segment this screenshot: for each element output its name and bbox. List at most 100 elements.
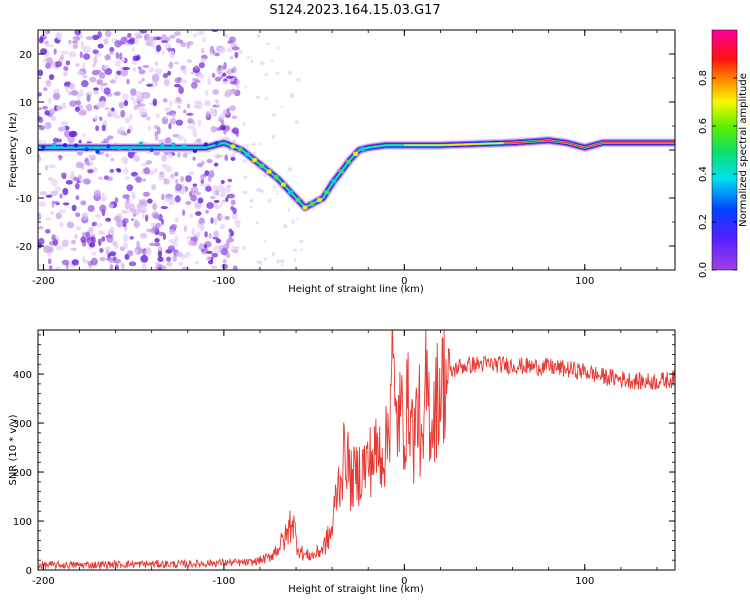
noise-blob [232, 66, 237, 74]
noise-blob [214, 205, 221, 210]
snr-y-label: SNR (10 * v/v) [8, 414, 19, 485]
noise-blob [227, 178, 233, 183]
ridge-knot [266, 169, 272, 174]
noise-blob [242, 245, 246, 250]
noise-blob [161, 193, 165, 201]
noise-blob [226, 47, 233, 52]
noise-blob [168, 201, 174, 206]
noise-blob [60, 172, 67, 179]
noise-blob [138, 103, 146, 107]
noise-blob [131, 191, 136, 200]
noise-blob [225, 252, 231, 259]
noise-blob [175, 178, 179, 185]
noise-blob [109, 264, 114, 270]
noise-blob [43, 87, 48, 91]
noise-blob [219, 224, 226, 230]
noise-blob [128, 261, 137, 267]
colorbar-tick-label: 0.8 [698, 70, 709, 86]
y-tick-label: 0 [26, 566, 32, 577]
noise-blob [145, 160, 153, 165]
snr-frame [37, 329, 676, 571]
noise-blob [205, 209, 209, 214]
noise-blob [153, 167, 158, 173]
noise-blob [86, 94, 91, 102]
noise-blob [160, 34, 168, 42]
noise-blob [124, 43, 131, 47]
noise-blob [101, 192, 106, 199]
noise-blob [46, 79, 52, 88]
noise-blob [67, 135, 75, 144]
noise-blob [257, 34, 261, 39]
noise-blob [161, 40, 169, 44]
noise-blob [141, 263, 147, 270]
noise-blob [76, 71, 85, 76]
snr-plot-area [38, 330, 675, 570]
noise-blob [212, 89, 220, 95]
colorbar-bar [712, 30, 737, 270]
noise-blob [105, 248, 110, 255]
noise-blob [61, 239, 70, 248]
ridge-knot [352, 151, 359, 157]
noise-blob [164, 165, 173, 173]
ridge-knot [84, 147, 89, 152]
noise-blob [126, 128, 131, 134]
noise-blob [255, 188, 261, 192]
noise-blob [251, 142, 256, 146]
noise-blob [123, 167, 129, 175]
noise-blob [47, 258, 52, 265]
noise-blob [287, 208, 290, 212]
noise-blob [179, 79, 188, 84]
noise-blob [197, 119, 202, 127]
noise-blob [168, 228, 176, 235]
snr-x-label: Height of straight line (km) [288, 584, 424, 595]
noise-blob [232, 265, 238, 270]
noise-blob [168, 152, 174, 159]
colorbar-tick-label: 0.0 [698, 262, 709, 278]
noise-blob [146, 228, 154, 233]
noise-blob [194, 260, 200, 265]
noise-blob [61, 259, 70, 266]
noise-blob [120, 36, 128, 45]
noise-blob [275, 71, 280, 75]
noise-blob [183, 109, 187, 114]
ridge-knot [230, 144, 236, 149]
x-tick-label: 0 [401, 576, 407, 587]
noise-blob [51, 116, 57, 121]
noise-blob [92, 63, 96, 68]
noise-blob [169, 99, 173, 108]
noise-blob [75, 225, 82, 231]
noise-blob [133, 153, 138, 161]
noise-blob [167, 62, 174, 69]
noise-blob [38, 107, 43, 111]
noise-blob [205, 185, 212, 192]
ridge-knot [106, 144, 111, 149]
noise-blob [210, 125, 218, 133]
noise-blob [99, 116, 103, 122]
noise-blob [80, 236, 87, 243]
noise-blob [276, 46, 280, 50]
noise-blob [53, 48, 57, 55]
noise-blob [235, 222, 241, 229]
noise-blob [211, 253, 219, 258]
noise-blob [299, 239, 304, 244]
noise-blob [235, 84, 240, 89]
noise-blob [82, 133, 86, 137]
noise-blob [123, 100, 129, 107]
noise-blob [88, 154, 97, 159]
noise-blob [174, 195, 181, 203]
noise-blob [194, 100, 202, 105]
noise-blob [169, 50, 176, 59]
noise-blob [231, 246, 238, 253]
noise-blob [97, 230, 106, 235]
noise-blob [242, 190, 248, 195]
noise-blob [178, 86, 184, 95]
noise-blob [263, 257, 268, 261]
noise-blob [204, 231, 208, 238]
noise-blob [104, 30, 112, 38]
noise-blob [71, 259, 80, 266]
noise-blob [131, 217, 135, 222]
noise-blob [99, 204, 107, 213]
noise-blob [59, 193, 63, 199]
noise-blob [79, 88, 84, 97]
